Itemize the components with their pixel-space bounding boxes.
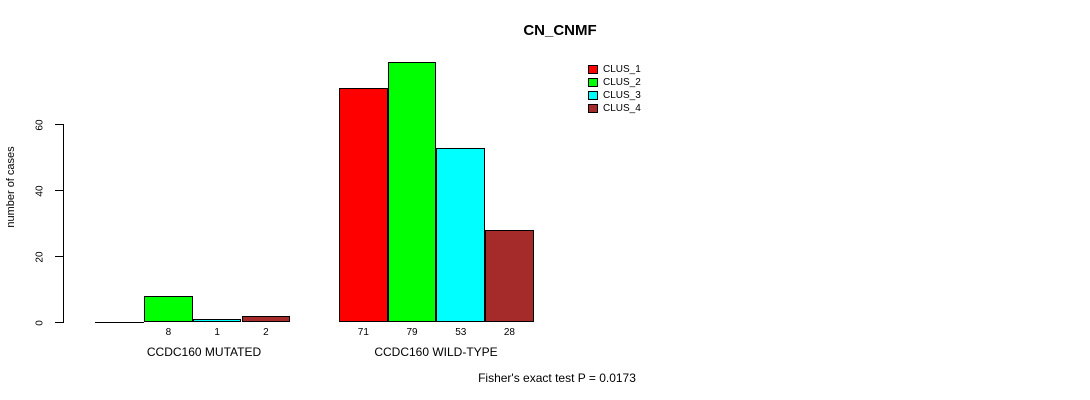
bar-value-label-clus_1-group2: 71 bbox=[357, 327, 369, 338]
y-tick-label-60: 60 bbox=[34, 118, 46, 131]
bar-value-label-clus_3-group2: 53 bbox=[455, 327, 467, 338]
y-axis-title: number of cases bbox=[5, 146, 17, 228]
bar-clus_2-group1 bbox=[144, 296, 193, 323]
legend-swatch-clus4 bbox=[588, 104, 598, 113]
y-tick-0 bbox=[55, 322, 63, 323]
bar-clus_1-group1 bbox=[95, 321, 145, 323]
legend-label-clus2: CLUS_2 bbox=[603, 77, 641, 88]
legend-label-clus3: CLUS_3 bbox=[603, 90, 641, 101]
y-tick-label-40: 40 bbox=[34, 184, 46, 197]
y-tick-20 bbox=[55, 256, 63, 257]
bar-value-label-clus_4-group2: 28 bbox=[503, 327, 515, 338]
bar-value-label-clus_2-group1: 8 bbox=[165, 327, 172, 338]
legend-label-clus4: CLUS_4 bbox=[603, 103, 641, 114]
bar-clus_3-group1 bbox=[192, 319, 242, 323]
legend-entry-clus3: CLUS_3 bbox=[588, 89, 641, 102]
y-tick-label-20: 20 bbox=[34, 250, 46, 263]
legend: CLUS_1 CLUS_2 CLUS_3 CLUS_4 bbox=[588, 63, 641, 115]
legend-entry-clus2: CLUS_2 bbox=[588, 76, 641, 89]
bar-clus_2-group2 bbox=[387, 61, 437, 323]
bar-clus_4-group2 bbox=[485, 230, 534, 323]
legend-swatch-clus3 bbox=[588, 91, 598, 100]
bar-value-label-clus_3-group1: 1 bbox=[214, 327, 220, 338]
legend-entry-clus1: CLUS_1 bbox=[588, 63, 641, 76]
bar-clus_4-group1 bbox=[241, 315, 291, 323]
y-axis-line bbox=[63, 124, 64, 323]
x-category-label-wildtype: CCDC160 WILD-TYPE bbox=[374, 345, 498, 359]
x-category-label-mutated: CCDC160 MUTATED bbox=[146, 345, 262, 359]
legend-swatch-clus2 bbox=[588, 78, 598, 87]
bar-value-label-clus_2-group2: 79 bbox=[406, 327, 418, 338]
y-tick-60 bbox=[55, 124, 63, 125]
fisher-test-annotation: Fisher's exact test P = 0.0173 bbox=[478, 371, 636, 385]
bar-clus_1-group2 bbox=[339, 88, 388, 323]
legend-label-clus1: CLUS_1 bbox=[603, 64, 641, 75]
bar-value-label-clus_4-group1: 2 bbox=[263, 327, 269, 338]
bar-clus_3-group2 bbox=[436, 147, 486, 323]
y-tick-label-0: 0 bbox=[34, 319, 46, 326]
legend-entry-clus4: CLUS_4 bbox=[588, 102, 641, 115]
y-tick-40 bbox=[55, 190, 63, 191]
legend-swatch-clus1 bbox=[588, 65, 598, 74]
chart-title: CN_CNMF bbox=[523, 22, 597, 39]
